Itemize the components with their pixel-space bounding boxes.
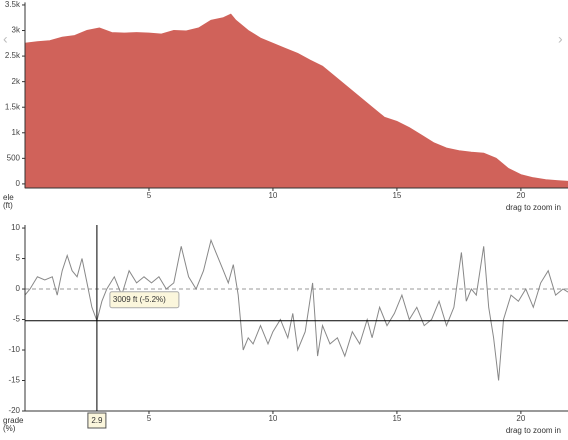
y-tick-label: -10 [8, 345, 20, 354]
x-tick-label: 15 [392, 191, 401, 200]
y-tick-label: 10 [11, 223, 20, 232]
y-tick-label: 500 [7, 153, 21, 162]
y-tick-label: 0 [16, 284, 21, 293]
grade-line [24, 238, 568, 381]
elevation-area [24, 13, 568, 189]
y-tick-label: 0 [16, 179, 21, 188]
y-axis-label: ele [3, 193, 14, 202]
tooltip-box [109, 291, 180, 309]
y-tick-label: 3.5k [5, 0, 21, 9]
zoom-hint: drag to zoom in [506, 426, 561, 435]
tooltip-text: 3009 ft (-5.2%) [113, 295, 166, 304]
x-value-box [87, 412, 107, 429]
y-tick-label: -15 [8, 376, 20, 385]
y-tick-label: -20 [8, 406, 20, 415]
x-tick-label: 10 [268, 414, 277, 423]
y-axis-label: grade [3, 416, 24, 425]
y-axis-label: (ft) [3, 201, 13, 210]
next-arrow[interactable]: › [558, 31, 563, 47]
x-tick-label: 5 [147, 414, 152, 423]
y-tick-label: 1k [12, 128, 21, 137]
x-tick-label: 20 [516, 414, 525, 423]
x-tick-label: 10 [268, 191, 277, 200]
y-axis-label: (%) [3, 424, 16, 433]
x-tick-label: 5 [147, 191, 152, 200]
y-tick-label: 2.5k [5, 51, 21, 60]
prev-arrow[interactable]: ‹ [3, 31, 8, 47]
zoom-hint: drag to zoom in [506, 203, 561, 212]
x-tick-label: 20 [516, 191, 525, 200]
y-tick-label: 3k [12, 26, 21, 35]
y-tick-label: 2k [12, 77, 21, 86]
y-tick-label: -5 [13, 315, 21, 324]
x-value-label: 2.9 [91, 416, 103, 425]
y-tick-label: 5 [16, 254, 21, 263]
x-tick-label: 15 [392, 414, 401, 423]
y-tick-label: 1.5k [5, 102, 21, 111]
